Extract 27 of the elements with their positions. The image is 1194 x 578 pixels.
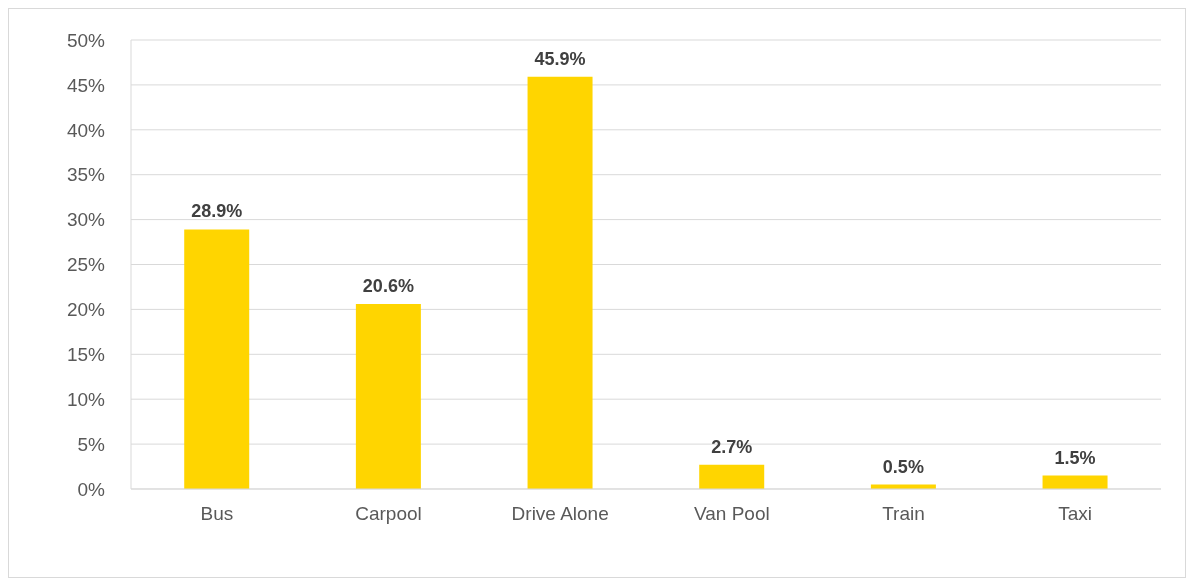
y-tick-label: 25%	[66, 254, 106, 276]
bar	[355, 304, 421, 489]
x-tick-label: Carpool	[355, 503, 422, 525]
data-label: 0.5%	[882, 456, 924, 477]
y-tick-label: 30%	[66, 209, 106, 231]
bar	[699, 464, 765, 489]
bar	[527, 76, 593, 489]
data-label: 20.6%	[362, 276, 414, 297]
data-label: 45.9%	[534, 48, 586, 69]
y-tick-label: 10%	[66, 388, 106, 410]
data-label: 2.7%	[711, 436, 753, 457]
data-label: 28.9%	[191, 201, 243, 222]
x-tick-label: Drive Alone	[511, 503, 609, 525]
data-label: 1.5%	[1054, 447, 1096, 468]
y-tick-label: 5%	[77, 433, 106, 455]
bar	[184, 229, 250, 489]
x-tick-label: Bus	[200, 503, 234, 525]
x-tick-label: Train	[882, 503, 925, 525]
y-tick-label: 15%	[66, 344, 106, 366]
y-tick-label: 0%	[77, 478, 106, 500]
y-tick-label: 40%	[66, 119, 106, 141]
x-tick-label: Van Pool	[693, 503, 770, 525]
y-tick-label: 35%	[66, 164, 106, 186]
y-tick-label: 45%	[66, 74, 106, 96]
x-tick-label: Taxi	[1058, 503, 1093, 525]
y-tick-label: 50%	[66, 29, 106, 51]
y-tick-label: 20%	[66, 299, 106, 321]
